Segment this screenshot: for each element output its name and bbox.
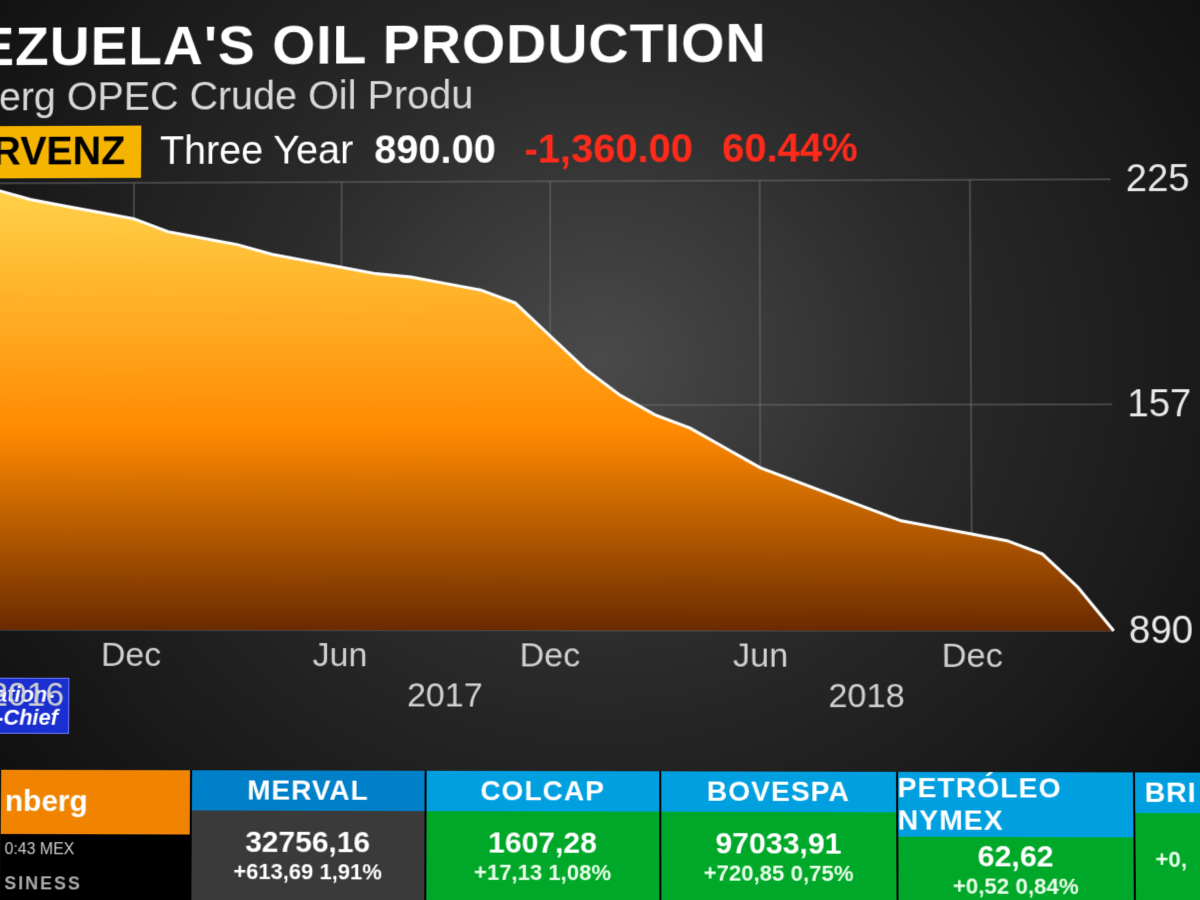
ticker-cell-body: 1607,28+17,13 1,08% [426,811,660,900]
x-tick-label: Dec [101,636,161,675]
ticker-symbol: RVENZ [0,126,141,179]
ticker-cell-body: +0, [1135,813,1200,900]
ticker-cell-change: +0, [1155,847,1187,872]
ticker-cell: COLCAP1607,28+17,13 1,08% [424,771,660,900]
ticker-cell: BRI +0, [1133,772,1200,900]
ticker-cell-change: +17,13 1,08% [474,861,611,886]
ticker-cell-price: 32756,16 [245,828,370,859]
ticker-cell-body: 62,62+0,52 0,84% [898,837,1134,900]
ticker-cell-name: COLCAP [426,771,659,812]
ticker-cell-change: +0,52 0,84% [953,874,1079,899]
y-tick-label: 157 [1127,383,1191,426]
ticker-cell-name: BRI [1135,772,1200,813]
ticker-cell-price: 62,62 [977,842,1053,873]
x-year-label: 2018 [828,677,904,716]
ticker-cell-change: +613,69 1,91% [233,860,382,885]
y-tick-label: 890 [1129,610,1194,653]
ticker-cell-body: 32756,16+613,69 1,91% [191,810,424,900]
ticker-cell-name: MERVAL [192,770,424,811]
chart-subtitle: berg OPEC Crude Oil Produ [0,72,858,120]
brand-sub: SINESS [0,866,189,900]
ticker-brand-block: nberg0:43 MEXSINESS [0,770,190,900]
ticker-cell-name: BOVESPA [661,771,895,812]
brand-label: nberg [1,770,190,835]
chart-stat-row: RVENZ Three Year 890.00 -1,360.00 60.44% [0,123,858,179]
change-absolute: -1,360.00 [525,127,693,171]
ticker-cell: MERVAL32756,16+613,69 1,91% [189,770,424,900]
x-year-label: 2016 [0,676,64,715]
ticker-cell: PETRÓLEO NYMEX62,62+0,52 0,84% [896,772,1134,900]
change-percent: 60.44% [722,127,858,171]
x-tick-label: Dec [942,637,1003,676]
ticker-cell-name: PETRÓLEO NYMEX [898,772,1134,837]
ticker-cell: BOVESPA97033,91+720,85 0,75% [659,771,896,900]
brand-time: 0:43 MEX [0,834,189,867]
last-value: 890.00 [374,128,496,172]
x-tick-label: Dec [520,636,581,675]
x-tick-label: Jun [313,636,368,675]
x-year-label: 2017 [407,676,483,715]
chart-title: EZUELA'S OIL PRODUCTION [0,10,857,79]
ticker-cell-price: 97033,91 [715,829,841,860]
period-label: Three Year [160,129,354,173]
market-ticker-bar: nberg0:43 MEXSINESSMERVAL32756,16+613,69… [0,770,1200,900]
ticker-cell-change: +720,85 0,75% [704,861,854,886]
ticker-cell-body: 97033,91+720,85 0,75% [661,812,896,900]
chart-header: EZUELA'S OIL PRODUCTION berg OPEC Crude … [0,10,858,179]
y-tick-label: 225 [1126,158,1190,201]
x-tick-label: Jun [733,636,788,675]
ticker-cell-price: 1607,28 [488,828,597,859]
oil-production-area-chart [0,179,1114,630]
